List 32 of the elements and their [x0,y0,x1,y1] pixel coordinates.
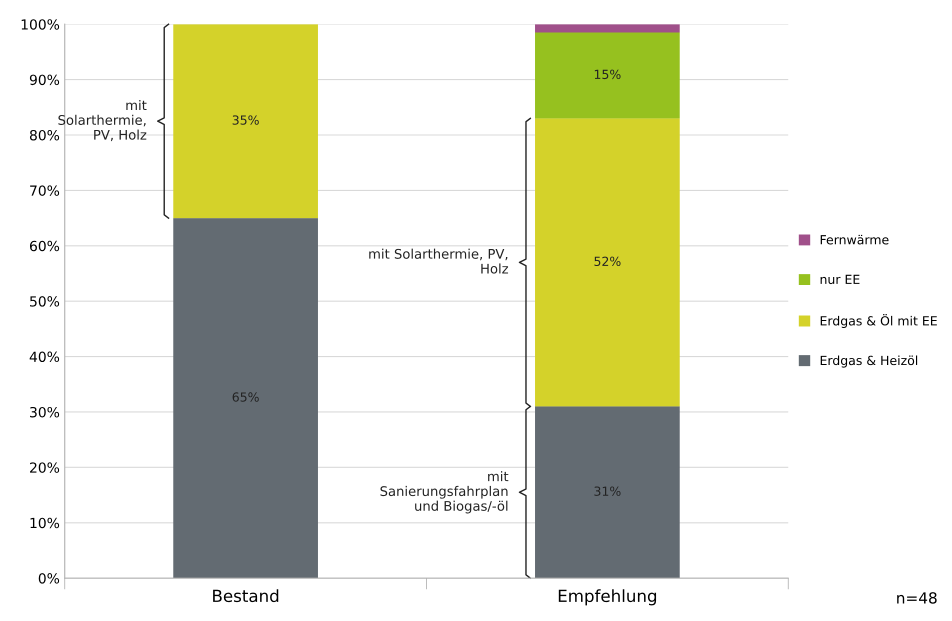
data-label: 31% [594,486,621,496]
y-tick-label: 50% [30,296,60,307]
y-tick-label: 100% [22,19,60,30]
bar [173,24,318,218]
text: n=48 [897,592,937,604]
annotation: mit Sanierungsfahrplan und Biogas/-öl [380,471,508,514]
bar [535,406,680,578]
legend-label: nur EE [820,274,860,284]
x-tick-label: Empfehlung [558,589,656,606]
y-tick-label: 20% [30,462,60,473]
y-tick-label: 40% [30,352,60,362]
y-tick-label: 80% [30,130,60,140]
y-tick-label: 60% [30,240,60,252]
data-label: 65% [232,392,259,402]
legend-label: Erdgas & Öl mit EE [820,314,937,328]
bar [535,118,680,406]
y-tick-label: 70% [30,185,60,196]
data-label: 52% [594,256,621,266]
legend-label: Fernwärme [820,234,889,244]
annotation: mit Solarthermie, PV, Holz [58,100,147,142]
y-tick-label: 30% [30,406,60,418]
y-tick-label: 90% [30,74,60,86]
data-label: 15% [594,70,621,80]
x-tick-label: Bestand [213,589,278,602]
data-label: 35% [232,115,259,125]
annotation: mit Solarthermie, PV, Holz [369,248,508,274]
bar [173,218,318,578]
y-tick-label: 10% [30,518,60,528]
bar [535,24,680,33]
legend-label: Erdgas & Heizöl [820,355,918,368]
bar [535,32,680,118]
y-tick-label: 0% [38,573,60,584]
